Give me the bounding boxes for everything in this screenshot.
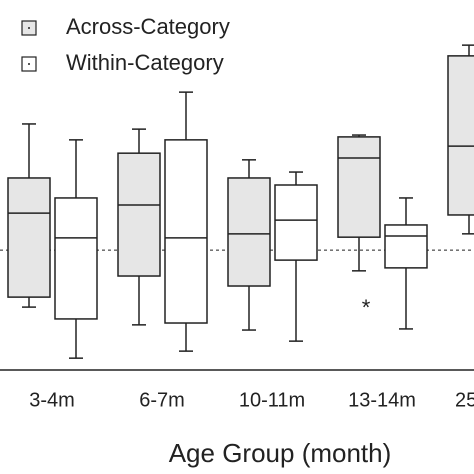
x-axis-label: Age Group (month) xyxy=(169,438,392,468)
box xyxy=(117,152,161,277)
box xyxy=(227,177,271,287)
box xyxy=(384,224,428,269)
outlier: * xyxy=(362,295,371,320)
x-tick-label: 6-7m xyxy=(139,389,185,411)
legend-dot xyxy=(28,27,30,29)
box xyxy=(54,197,98,320)
box xyxy=(274,184,318,261)
legend-dot xyxy=(28,63,30,65)
x-tick-label: 13-14m xyxy=(348,389,416,411)
legend-label: Within-Category xyxy=(66,50,224,75)
x-tick-label: 10-11m xyxy=(239,389,305,411)
x-tick-label: 25 xyxy=(455,389,474,411)
x-tick-label: 3-4m xyxy=(29,389,75,411)
legend-label: Across-Category xyxy=(66,14,230,39)
box xyxy=(337,136,381,238)
box xyxy=(7,177,51,298)
box xyxy=(447,55,474,216)
box xyxy=(164,139,208,324)
